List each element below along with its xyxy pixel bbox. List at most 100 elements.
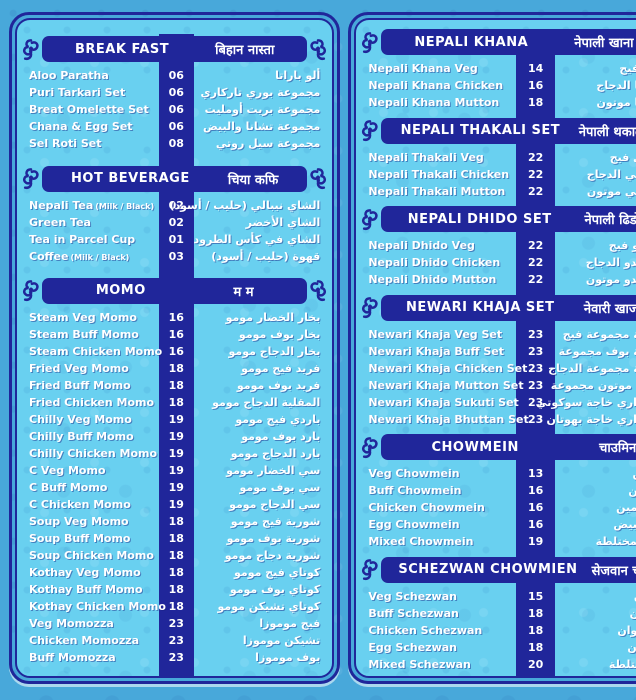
section-title-devanagari: चाउमिन <box>599 441 636 457</box>
item-name: Veg Momozza <box>29 616 114 630</box>
item-price: 06 <box>168 120 184 134</box>
item-price: 18 <box>168 599 184 613</box>
flourish-ornament-left-icon <box>360 29 380 55</box>
item-name-arabic: نيواري خاجة مجموعة الدجاج <box>548 361 636 375</box>
item-name: Newari Khaja Sukuti Set <box>368 395 519 409</box>
menu-section: NEPALI KHANA नेपाली खाना सेट Nepali Khan… <box>356 24 636 112</box>
section-header: NEWARI KHAJA SET नेवारी खाजा सेट <box>358 293 636 323</box>
item-name: Nepali Tea (Milk / Black) <box>29 198 155 212</box>
item-price: 23 <box>168 633 184 647</box>
flourish-ornament-right-icon <box>308 36 328 62</box>
item-name-arabic: بارد بوف مومو <box>241 429 321 443</box>
item-name-arabic: شوزان المختلطة <box>608 657 636 671</box>
menu-item-row: Veg Momozza 23 فيج موموزا <box>17 615 332 632</box>
section-title-english: SCHEZWAN CHOWMIEN <box>398 562 578 578</box>
item-name: Nepali Dhido Veg <box>368 239 475 253</box>
section-title-english: NEWARI KHAJA SET <box>406 300 555 316</box>
menu-item-row: Mixed Chowmein 19 تشوكمين المختلطة <box>356 533 636 550</box>
menu-item-row: Breat Omelette Set 06 مجموعة بريت أومليت <box>17 101 332 118</box>
item-price: 18 <box>528 623 544 637</box>
section-header-bar: NEPALI DHIDO SET नेपाली ढिडो सेट <box>381 206 636 233</box>
menu-item-row: Chicken Schezwan 18 تشيكن شيزوان <box>356 622 636 639</box>
menu-item-row: Nepali Khana Veg 14 نيبالي خانا فيج <box>356 60 636 77</box>
menu-item-row: Nepali Thakali Veg 22 نيبالي ثكالي فيج <box>356 149 636 166</box>
item-name: Soup Veg Momo <box>29 514 129 528</box>
item-name-arabic: سي الدجاج مومو <box>229 497 321 511</box>
item-price: 23 <box>528 327 544 341</box>
item-price: 16 <box>528 501 544 515</box>
section-rows: Nepali Tea (Milk / Black) 02 الشاي نيبالي… <box>17 197 332 265</box>
section-header-bar: SCHEZWAN CHOWMIEN सेजवान चाउमिन <box>381 556 636 583</box>
item-name: Egg Schezwan <box>368 640 457 654</box>
menu-item-row: Coffee (Milk / Black) 03 قهوة (حليب / أسو… <box>17 248 332 265</box>
item-name: Chicken Momozza <box>29 633 140 647</box>
item-name-arabic: فيج تشومين <box>555 467 636 480</box>
item-price: 18 <box>168 582 184 596</box>
item-name: C Veg Momo <box>29 463 106 477</box>
item-price: 13 <box>528 467 544 481</box>
section-title-devanagari: चिया कफि <box>227 172 279 188</box>
item-name-arabic: نيواري خاجة بوف مجموعة <box>558 344 636 358</box>
item-price: 23 <box>528 378 544 392</box>
item-price: 19 <box>168 446 184 460</box>
item-name: Kothay Buff Momo <box>29 582 143 596</box>
item-name-arabic: مجموعة نيواري خاجة سوكوتي <box>536 395 636 409</box>
item-name: Nepali Khana Chicken <box>368 79 504 93</box>
item-name-arabic: باردي فيج مومو <box>235 412 321 426</box>
menu-item-row: Mixed Schezwan 20 شوزان المختلطة <box>356 656 636 673</box>
item-price: 02 <box>168 198 184 212</box>
menu-item-row: Steam Buff Momo 16 بخار بوف مومو <box>17 326 332 343</box>
item-price: 23 <box>168 616 184 630</box>
item-name: Breat Omelette Set <box>29 103 149 117</box>
item-name-arabic: النيبالية ثكالي موتون <box>586 184 636 198</box>
item-name: Newari Khaja Veg Set <box>368 327 503 341</box>
section-header-bar: NEPALI THAKALI SET नेपाली थकाली सेट <box>381 117 636 144</box>
item-price: 23 <box>528 395 544 409</box>
item-name-arabic: فريد فيج مومو <box>241 361 321 375</box>
item-price: 06 <box>168 86 184 100</box>
item-name: Soup Buff Momo <box>29 531 131 545</box>
section-title-devanagari: सेजवान चाउमिन <box>591 563 636 579</box>
item-name: Fried Veg Momo <box>29 361 129 375</box>
item-name-arabic: النيبالية دهيدو موتون <box>585 273 636 287</box>
item-name: Mixed Schezwan <box>368 657 471 671</box>
section-header-bar: NEWARI KHAJA SET नेवारी खाजा सेट <box>381 294 636 321</box>
item-price: 19 <box>168 497 184 511</box>
item-name: Nepali Thakali Mutton <box>368 184 506 198</box>
section-rows: Nepali Thakali Veg 22 نيبالي ثكالي فيج N… <box>356 149 636 200</box>
item-name: Chilly Chicken Momo <box>29 446 158 460</box>
item-name: Fried Buff Momo <box>29 378 131 392</box>
item-name: Nepali Dhido Chicken <box>368 256 501 270</box>
flourish-ornament-left-icon <box>360 434 380 460</box>
item-name: Puri Tarkari Set <box>29 86 126 100</box>
section-header: HOT BEVERAGE चिया कफि <box>19 164 330 194</box>
item-name-arabic: مجموعة تشانا والبيض <box>203 120 321 134</box>
section-header-bar: MOMO म म <box>42 277 308 304</box>
menu-item-row: Newari Khaja Buff Set 23 نيواري خاجة بوف… <box>356 343 636 360</box>
item-name: Steam Chicken Momo <box>29 344 163 358</box>
menu-item-row: C Buff Momo 19 سي بوف مومو <box>17 479 332 496</box>
item-name: Newari Khaja Mutton Set <box>368 378 524 392</box>
menu-item-row: Veg Chowmein 13 فيج تشومين <box>356 465 636 482</box>
item-price: 22 <box>528 239 544 253</box>
flourish-ornament-left-icon <box>21 278 41 304</box>
item-name: Nepali Khana Mutton <box>368 96 500 110</box>
item-name-arabic: الشاي الأخضر <box>245 215 321 229</box>
menu-panel-right: NEPALI KHANA नेपाली खाना सेट Nepali Khan… <box>348 12 636 684</box>
item-name: Fried Chicken Momo <box>29 395 155 409</box>
item-name: Buff Momozza <box>29 650 116 664</box>
menu-item-row: Newari Khaja Sukuti Set 23 مجموعة نيواري… <box>356 394 636 411</box>
menu-item-row: Sel Roti Set 08 مجموعة سيل روتي <box>17 135 332 152</box>
section-title-english: MOMO <box>95 283 146 299</box>
section-rows: Newari Khaja Veg Set 23 نيواري خاجة مجمو… <box>356 326 636 428</box>
menu-item-row: Steam Veg Momo 16 بخار الخضار مومو <box>17 309 332 326</box>
item-name-arabic: تشيكن تشومين <box>616 501 636 515</box>
item-name-arabic: تشيكن شيزوان <box>617 623 636 637</box>
menu-item-row: Newari Khaja Chicken Set 23 نيواري خاجة … <box>356 360 636 377</box>
item-name-arabic: المقلية الدجاج مومو <box>212 395 321 409</box>
item-price: 22 <box>528 150 544 164</box>
flourish-ornament-left-icon <box>360 206 380 232</box>
item-price: 18 <box>168 361 184 375</box>
item-name-arabic: النيبالية خانا موتون <box>596 96 636 110</box>
